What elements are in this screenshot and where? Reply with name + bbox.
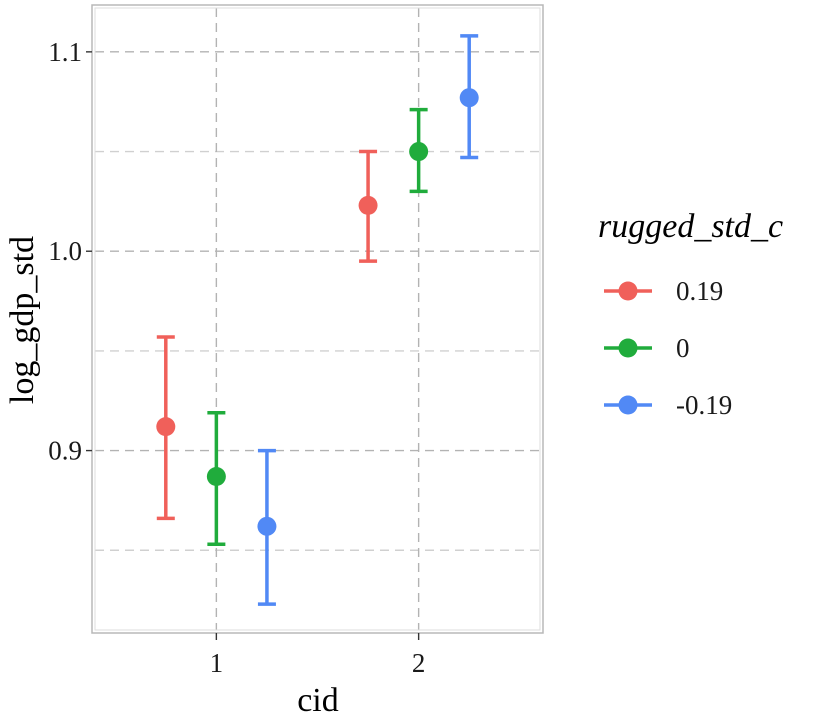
y-tick-label: 0.9 xyxy=(48,436,82,466)
data-point xyxy=(257,516,277,536)
x-tick-label: 2 xyxy=(412,648,426,678)
plot-marks xyxy=(156,34,479,606)
data-point xyxy=(459,88,479,108)
legend-label: 0 xyxy=(676,333,690,363)
series--0.19 xyxy=(257,34,479,606)
data-point xyxy=(409,142,429,162)
legend-label: 0.19 xyxy=(676,276,723,306)
series-0 xyxy=(206,107,429,547)
legend-key-point xyxy=(618,395,638,415)
y-tick-label: 1.0 xyxy=(48,236,82,266)
y-axis: 0.9 1.0 1.1 xyxy=(48,37,92,466)
legend: rugged_std_c 0.19 0 -0.19 xyxy=(598,208,783,420)
x-axis-title: cid xyxy=(297,682,339,719)
legend-item: -0.19 xyxy=(604,390,732,420)
data-point xyxy=(156,417,176,437)
series-0.19 xyxy=(156,149,378,521)
data-point xyxy=(358,195,378,215)
legend-label: -0.19 xyxy=(676,390,732,420)
legend-item: 0.19 xyxy=(604,276,723,306)
legend-key-point xyxy=(618,281,638,301)
plot-panel-inner-border xyxy=(94,7,541,631)
legend-key-point xyxy=(618,338,638,358)
x-tick-label: 1 xyxy=(210,648,224,678)
data-point xyxy=(206,466,226,486)
y-axis-title: log_gdp_std xyxy=(4,236,41,404)
legend-title: rugged_std_c xyxy=(598,208,783,245)
y-tick-label: 1.1 xyxy=(48,37,82,67)
plot-panel-border xyxy=(91,4,544,634)
legend-item: 0 xyxy=(604,333,690,363)
